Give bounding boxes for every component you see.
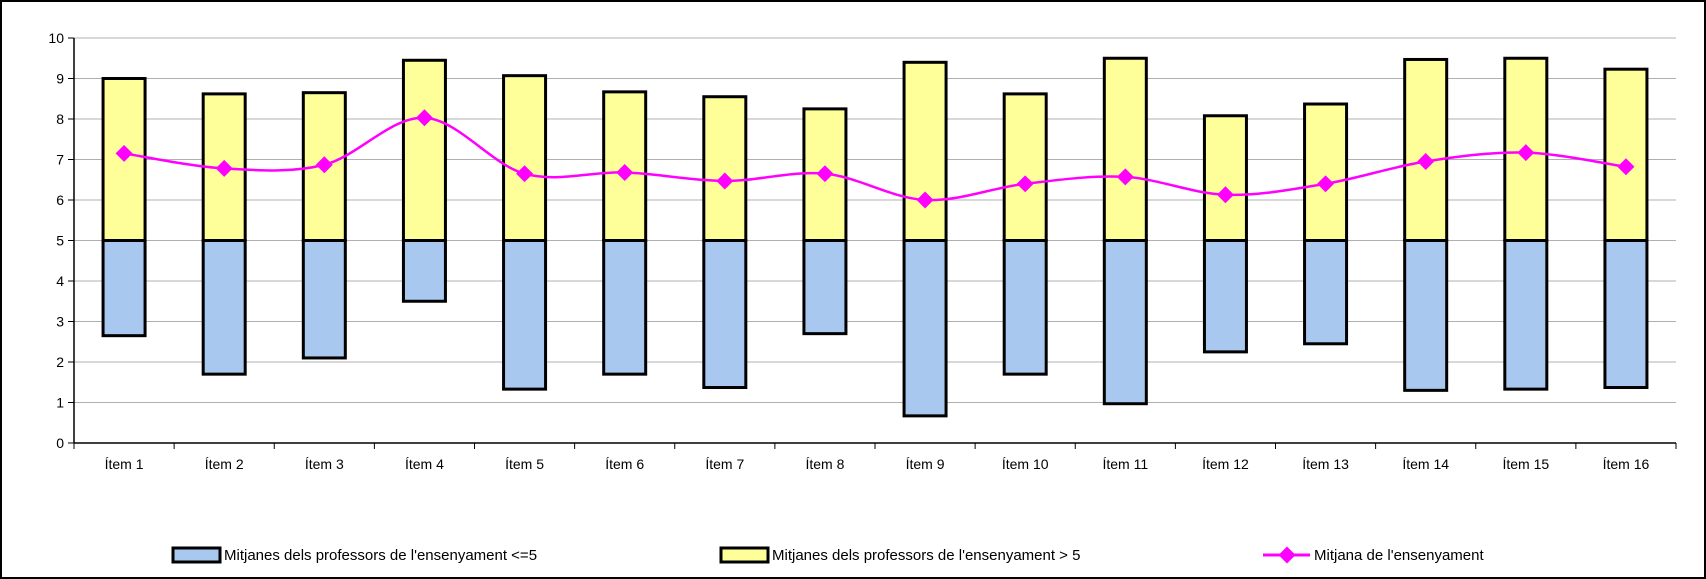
legend-swatch-high xyxy=(719,546,770,564)
bar-low xyxy=(702,239,748,390)
y-tick-label: 9 xyxy=(56,71,64,87)
mean-point xyxy=(516,165,534,183)
bar-low xyxy=(602,239,648,376)
x-tick-label: Ítem 12 xyxy=(1202,456,1249,472)
bar-high xyxy=(1102,56,1148,242)
y-axis: 0 1 2 3 4 5 6 7 8 9 10 xyxy=(48,30,75,451)
bar-high xyxy=(1603,67,1649,242)
bar-high xyxy=(1403,57,1449,243)
legend-marker-mean xyxy=(1278,546,1296,564)
mean-point xyxy=(115,144,133,162)
x-tick-label: Ítem 9 xyxy=(906,456,945,472)
y-tick-label: 3 xyxy=(56,314,64,330)
bar-low xyxy=(201,239,247,376)
y-tick-label: 2 xyxy=(56,354,64,370)
x-tick-label: Ítem 6 xyxy=(605,456,644,472)
x-tick-label: Ítem 2 xyxy=(205,456,244,472)
bar-high xyxy=(1503,56,1549,242)
bar-low xyxy=(1503,239,1549,391)
y-tick-label: 1 xyxy=(56,395,64,411)
bar-low xyxy=(101,239,147,338)
bar-high xyxy=(1303,102,1349,242)
mean-point xyxy=(415,109,433,127)
y-tick-label: 0 xyxy=(56,435,64,451)
mean-point xyxy=(816,165,834,183)
x-tick-label: Ítem 4 xyxy=(405,456,444,472)
mean-line-path xyxy=(123,116,1627,202)
bar-low xyxy=(401,239,447,303)
x-tick-label: Ítem 1 xyxy=(105,456,144,472)
x-tick-label: Ítem 10 xyxy=(1002,456,1049,472)
x-tick-label: Ítem 15 xyxy=(1502,456,1549,472)
x-tick-label: Ítem 14 xyxy=(1402,456,1449,472)
bar-high xyxy=(902,60,948,242)
legend: Mitjanes dels professors de l'ensenyamen… xyxy=(171,546,1484,564)
y-tick-label: 7 xyxy=(56,152,64,168)
bar-high xyxy=(1002,92,1048,242)
legend-label-mean: Mitjana de l'ensenyament xyxy=(1314,547,1484,564)
bar-high xyxy=(702,95,748,242)
mean-point xyxy=(215,159,233,177)
bar-low xyxy=(902,239,948,418)
legend-swatch-low xyxy=(171,546,222,564)
x-tick-label: Ítem 11 xyxy=(1102,456,1148,472)
x-tick-label: Ítem 3 xyxy=(305,456,344,472)
y-tick-label: 10 xyxy=(48,30,64,46)
x-tick-label: Ítem 16 xyxy=(1603,456,1650,472)
x-axis: Ítem 1 Ítem 2 Ítem 3 Ítem 4 Ítem 5 Ítem 6 Ítem… xyxy=(73,442,1677,472)
x-tick-label: Ítem 8 xyxy=(805,456,844,472)
bar-low xyxy=(1102,239,1148,406)
bar-low xyxy=(502,239,548,391)
mean-point xyxy=(616,163,634,181)
bar-high xyxy=(502,74,548,243)
y-tick-label: 4 xyxy=(56,273,64,289)
legend-label-low: Mitjanes dels professors de l'ensenyamen… xyxy=(224,547,537,564)
bar-low xyxy=(1603,239,1649,390)
x-tick-label: Ítem 7 xyxy=(705,456,744,472)
mean-point xyxy=(315,156,333,174)
bar-high xyxy=(1202,114,1248,242)
bar-low xyxy=(1303,239,1349,346)
y-tick-label: 8 xyxy=(56,111,64,127)
x-tick-label: Ítem 5 xyxy=(505,456,544,472)
bar-low xyxy=(1403,239,1449,392)
y-tick-label: 6 xyxy=(56,192,64,208)
mean-point xyxy=(716,172,734,190)
x-tick-label: Ítem 13 xyxy=(1302,456,1349,472)
bar-high xyxy=(401,58,447,243)
y-tick-label: 5 xyxy=(56,233,64,249)
bar-low xyxy=(1202,239,1248,354)
mean-point xyxy=(916,191,934,209)
bar-low xyxy=(1002,239,1048,376)
legend-label-high: Mitjanes dels professors de l'ensenyamen… xyxy=(772,547,1080,564)
bar-low xyxy=(802,239,848,336)
bar-low xyxy=(301,239,347,360)
